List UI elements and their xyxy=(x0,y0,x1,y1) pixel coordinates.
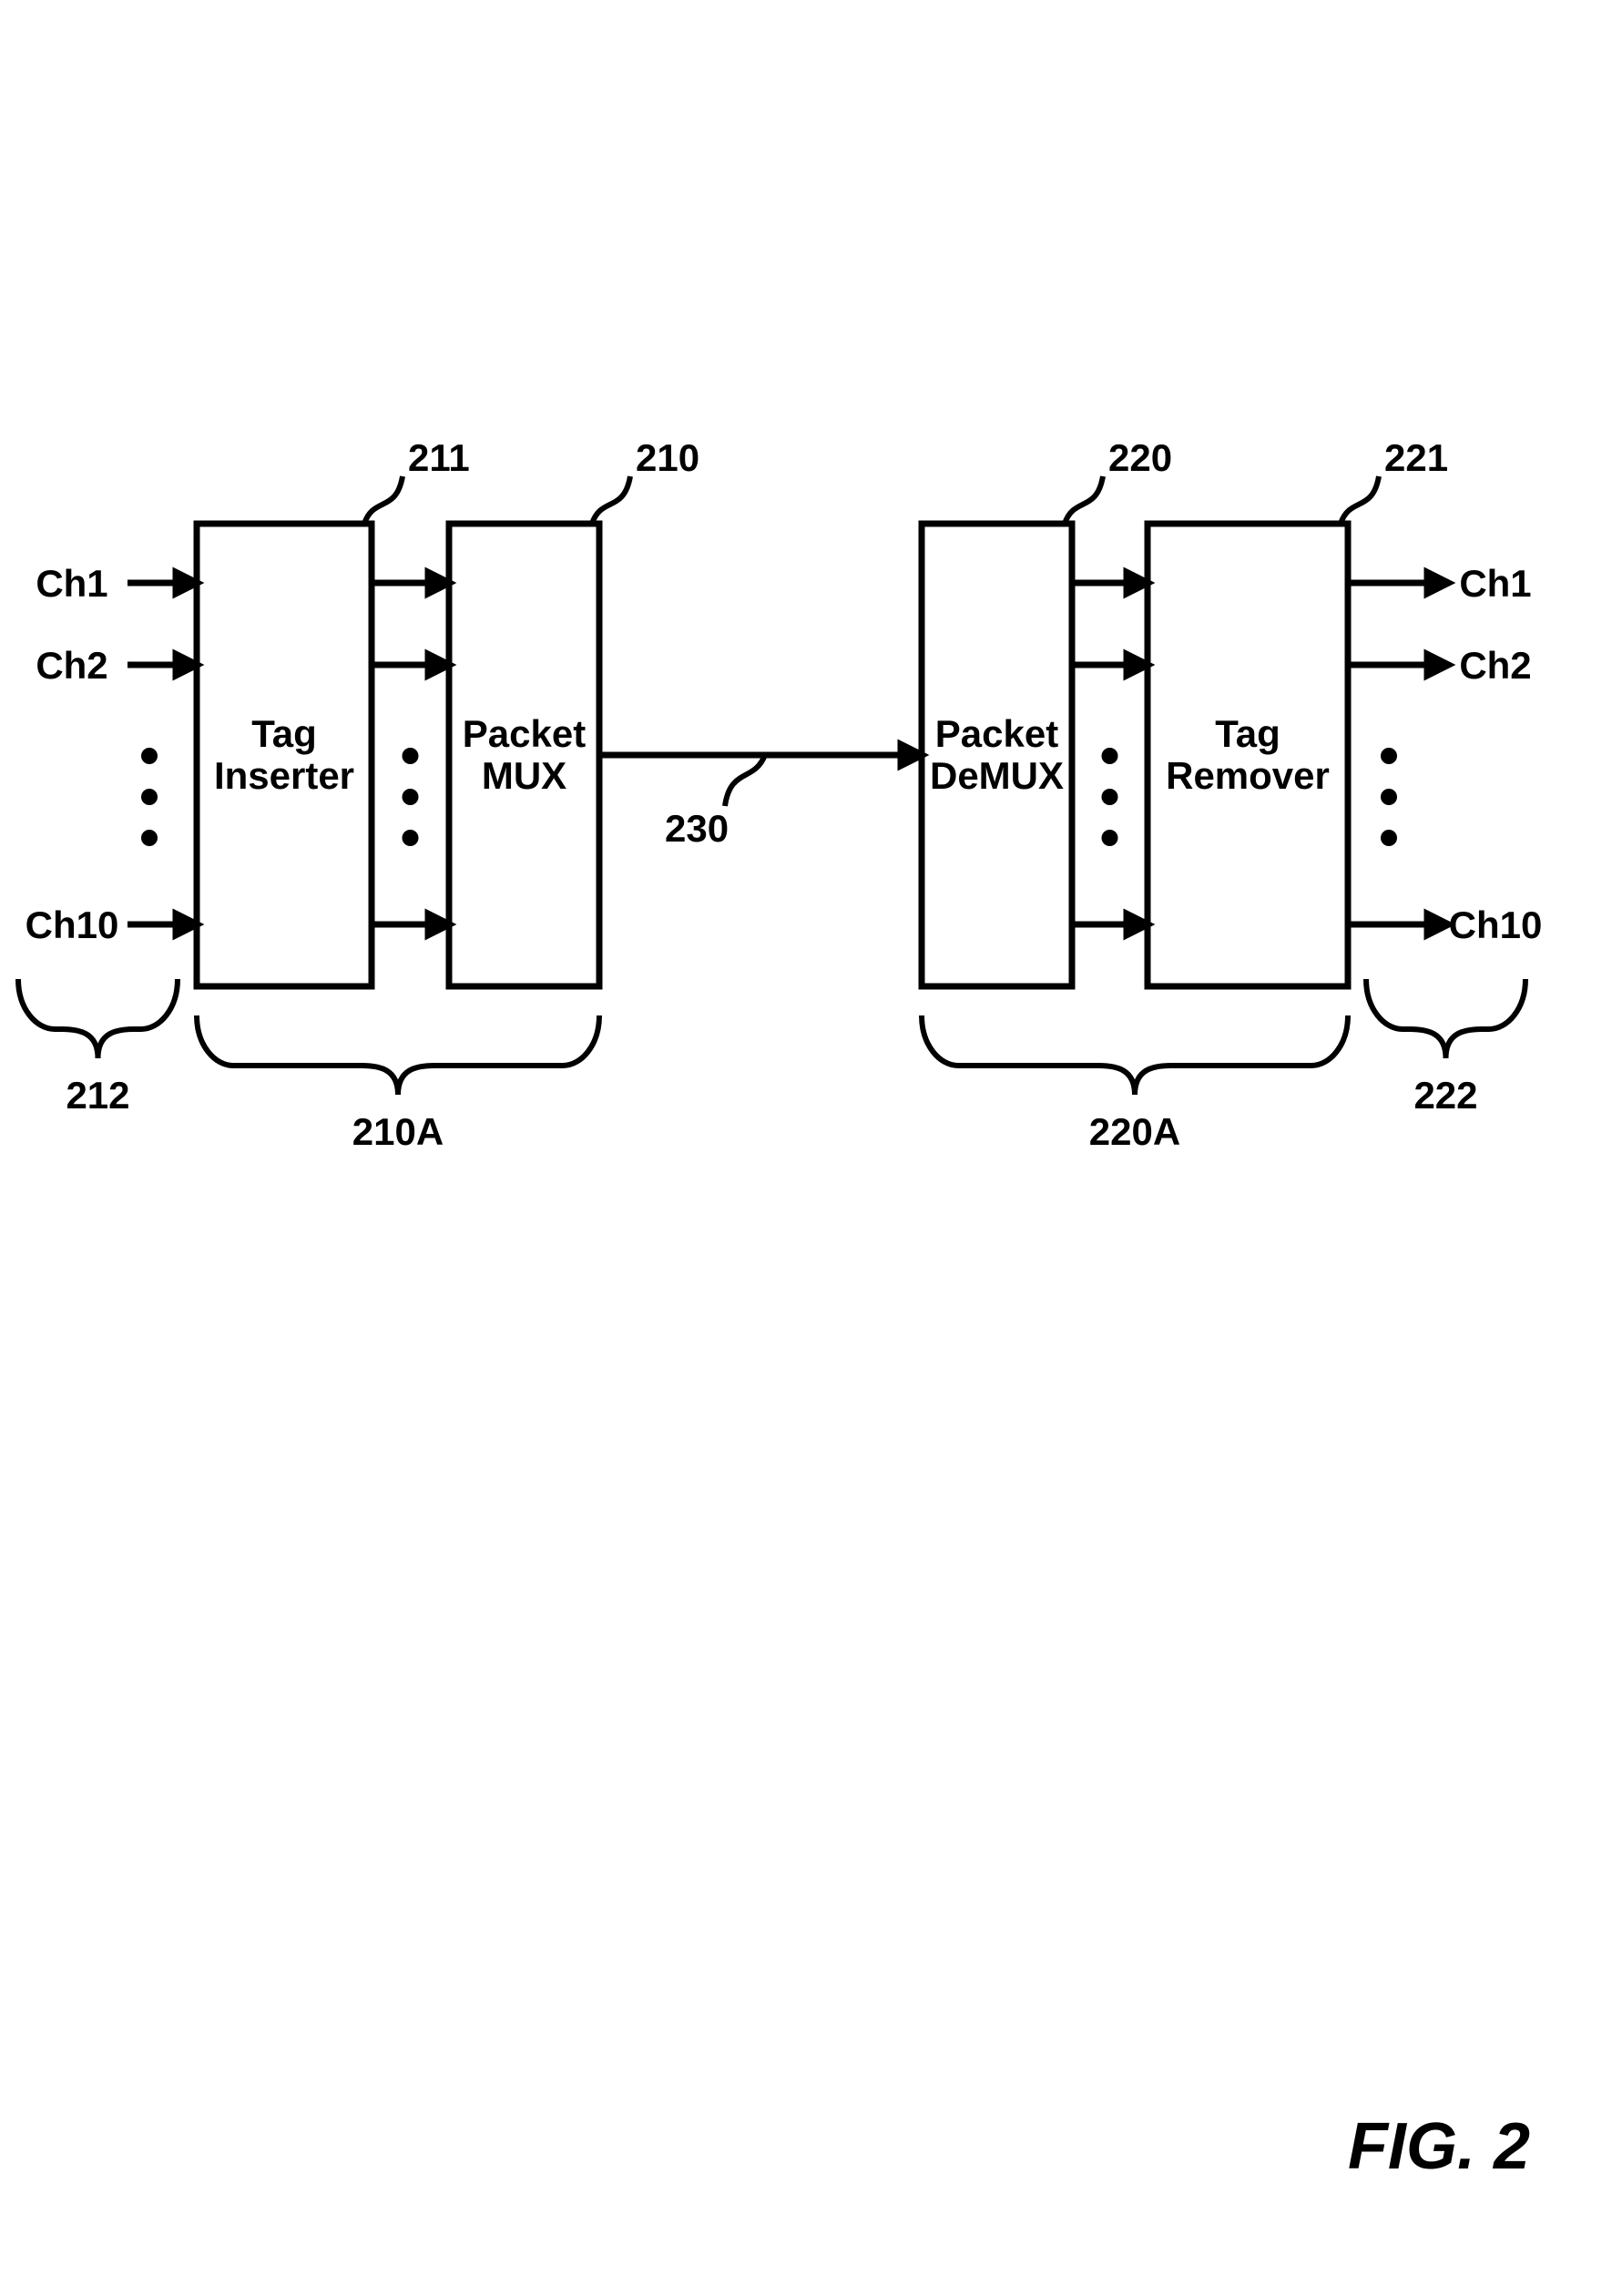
packet_mux-ref: 210 xyxy=(636,436,699,479)
tag_remover-label: Tag xyxy=(1215,712,1280,755)
output-channel-label: Ch10 xyxy=(1449,903,1543,946)
output-channel-label: Ch1 xyxy=(1459,562,1531,605)
diagram-canvas: TagInserter211PacketMUX210PacketDeMUX220… xyxy=(0,0,1612,2296)
group-brace xyxy=(197,1015,599,1095)
tag_inserter-label: Tag xyxy=(251,712,317,755)
ellipsis-dot xyxy=(403,789,419,805)
packet_mux-callout xyxy=(592,476,630,524)
ellipsis-dot xyxy=(1102,789,1118,805)
figure-label: FIG. 2 xyxy=(1348,2110,1530,2183)
ellipsis-dot xyxy=(1102,748,1118,764)
input-channel-label: Ch2 xyxy=(36,644,107,687)
packet_demux-label: Packet xyxy=(935,712,1058,755)
ellipsis-dot xyxy=(141,789,158,805)
packet_demux-callout xyxy=(1065,476,1103,524)
ellipsis-dot xyxy=(1381,830,1397,846)
tag_inserter-callout xyxy=(364,476,403,524)
group-ref: 212 xyxy=(66,1074,129,1117)
group-ref: 220A xyxy=(1089,1110,1180,1153)
tag_inserter-label: Inserter xyxy=(214,754,354,797)
ellipsis-dot xyxy=(1381,789,1397,805)
packet_mux-label: Packet xyxy=(463,712,586,755)
group-brace xyxy=(18,979,178,1058)
group-ref: 222 xyxy=(1413,1074,1477,1117)
link-ref: 230 xyxy=(665,807,729,850)
ellipsis-dot xyxy=(403,830,419,846)
packet_demux-ref: 220 xyxy=(1108,436,1172,479)
packet_mux-label: MUX xyxy=(482,754,566,797)
link-callout xyxy=(725,755,765,806)
tag_inserter-ref: 211 xyxy=(408,436,470,479)
input-channel-label: Ch1 xyxy=(36,562,107,605)
ellipsis-dot xyxy=(1102,830,1118,846)
input-channel-label: Ch10 xyxy=(26,903,119,946)
group-ref: 210A xyxy=(352,1110,444,1153)
ellipsis-dot xyxy=(403,748,419,764)
group-brace xyxy=(1366,979,1525,1058)
tag_remover-ref: 221 xyxy=(1384,436,1448,479)
ellipsis-dot xyxy=(141,748,158,764)
tag_remover-label: Remover xyxy=(1166,754,1330,797)
packet_demux-label: DeMUX xyxy=(930,754,1064,797)
tag_remover-callout xyxy=(1341,476,1379,524)
ellipsis-dot xyxy=(141,830,158,846)
output-channel-label: Ch2 xyxy=(1459,644,1531,687)
group-brace xyxy=(922,1015,1348,1095)
ellipsis-dot xyxy=(1381,748,1397,764)
